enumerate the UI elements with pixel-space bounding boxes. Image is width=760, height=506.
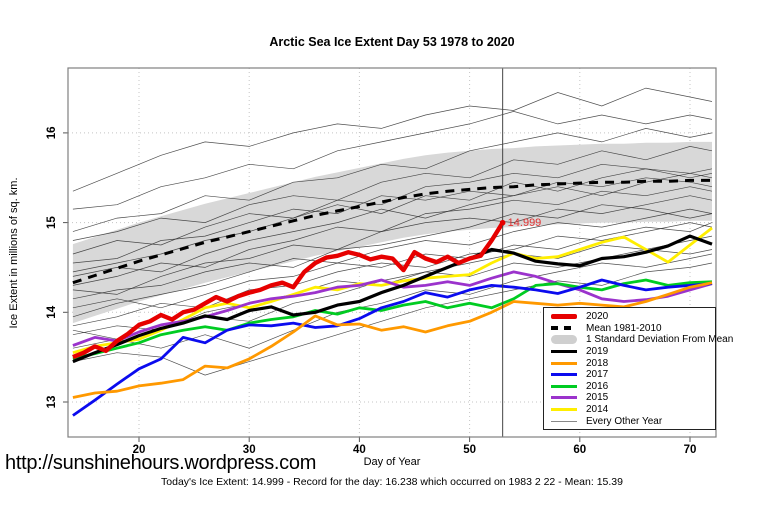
legend-swatch-2019 [551,350,577,354]
x-axis-label: Day of Year [363,456,421,468]
legend-label: 1 Standard Deviation From Mean [586,334,734,346]
y-tick-label-13: 13 [46,396,58,409]
every-other-year-line-10 [72,204,713,300]
legend-label: 2017 [586,369,609,381]
legend-item-every-other-year: Every Other Year [551,416,715,427]
every-other-year-line-8 [72,186,713,286]
legend-swatch-every-other-year [551,420,577,422]
legend-item-2014: 2014 [551,404,715,415]
std-deviation-band [72,141,712,324]
legend-swatch-2016 [551,384,577,388]
chart-title: Arctic Sea Ice Extent Day 53 1978 to 202… [269,35,515,49]
legend-swatch-2015 [551,396,577,400]
legend-item-1-standard-deviation-from-mean: 1 Standard Deviation From Mean [551,334,733,345]
series-line-2017 [72,278,713,417]
legend-label: 2016 [586,380,609,392]
legend-label: 2014 [586,404,609,416]
legend-swatch-2018 [551,361,577,365]
y-tick-label-14: 14 [46,305,58,318]
every-other-year-line-3 [72,146,713,241]
legend-item-2016: 2016 [551,381,715,392]
series-line-2016 [72,278,713,361]
series-line-2015 [72,270,713,347]
every-other-year-line-17 [72,222,713,309]
every-other-year-line-7 [72,172,713,277]
every-other-year-line-11 [72,208,713,318]
today-extent-annotation: 14.999 [508,217,542,229]
legend-item-2015: 2015 [551,392,715,403]
today-extent-dot [499,219,506,226]
x-tick-label-20: 20 [133,444,146,456]
legend-item-2020: 2020 [551,311,715,322]
plot-border [67,67,717,438]
series-line-2020 [72,221,505,360]
every-other-year-line-16 [72,253,713,349]
footer-summary: Today's Ice Extent: 14.999 - Record for … [161,476,623,488]
x-tick-label-70: 70 [684,444,697,456]
legend-label: Mean 1981-2010 [586,322,662,334]
every-other-year-line-4 [72,163,713,255]
legend-label: 2018 [586,357,609,369]
x-tick-label-60: 60 [573,444,586,456]
legend-swatch-2017 [551,373,577,377]
legend-swatch-2020 [551,314,577,320]
plot-content [72,87,713,417]
site-url: http://sunshinehours.wordpress.com [5,452,317,474]
legend-label: 2015 [586,392,609,404]
series-line-2019 [72,234,713,364]
legend-item-2019: 2019 [551,346,715,357]
legend-item-2017: 2017 [551,369,715,380]
legend-swatch-1-standard-deviation-from-mean [551,335,577,345]
every-other-year-line-1 [72,111,713,210]
every-other-year-line-9 [72,195,713,295]
y-tick-label-16: 16 [46,127,58,140]
every-other-year-line-2 [72,128,713,232]
legend-swatch-mean-1981-2010 [551,326,577,331]
legend-item-2018: 2018 [551,358,715,369]
legend-label: 2019 [586,346,609,358]
legend-swatch-2014 [551,408,577,412]
x-tick-label-30: 30 [243,444,256,456]
legend: 2020 Mean 1981-2010 1 Standard Deviation F… [543,307,733,430]
mean-line [72,178,712,285]
series-line-2018 [72,281,713,399]
legend-label: Every Other Year [586,415,663,427]
every-other-year-line-0 [72,87,713,192]
y-tick-label-15: 15 [46,216,58,229]
x-tick-label-50: 50 [463,444,476,456]
legend-item-mean-1981-2010: Mean 1981-2010 [551,323,715,334]
x-tick-label-40: 40 [353,444,366,456]
every-other-year-line-15 [72,262,713,376]
legend-label: 2020 [586,311,609,323]
